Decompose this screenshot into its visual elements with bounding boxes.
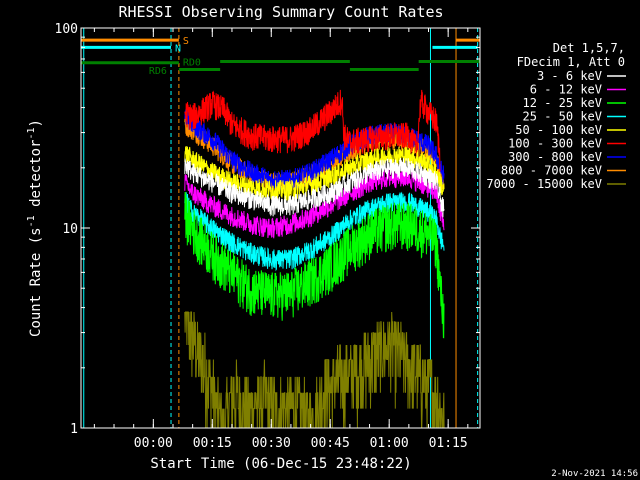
x-tick-label: 01:15 [429,436,468,451]
legend-entry-label: 100 - 300 keV [508,137,602,151]
plot-area: SN RD6 RD0 [81,28,480,428]
series-line [184,157,445,218]
chart-title: RHESSI Observing Summary Count Rates [118,3,443,21]
legend-header-detectors: Det 1,5,7, [553,41,625,55]
x-tick-label: 00:15 [193,436,232,451]
x-tick-label: 00:30 [252,436,291,451]
x-axis-label: Start Time (06-Dec-15 23:48:22) [150,456,411,472]
y-tick-label: 1 [70,422,78,437]
series-line [184,167,445,239]
legend-entry-label: 800 - 7000 keV [501,164,602,178]
legend-entry-label: 6 - 12 keV [530,83,602,97]
y-axis-label: Count Rate (s-1 detector-1) [26,119,44,337]
attenuator-flag-label: N [175,43,181,54]
series-line [184,89,441,172]
legend-header-decimation: FDecim 1, Att 0 [517,55,625,69]
y-tick-label: 100 [55,22,78,37]
x-tick-label: 00:45 [311,436,350,451]
series-line [184,311,445,428]
x-tick-label: 01:00 [370,436,409,451]
legend-entry-label: 50 - 100 keV [515,123,602,137]
attenuator-flag-label: S [183,36,189,47]
legend-entry-label: 25 - 50 keV [523,110,602,124]
x-axis: 00:00 00:15 00:30 00:45 01:00 01:15 [93,28,469,451]
legend-entry-label: 12 - 25 keV [523,96,602,110]
generated-timestamp: 2-Nov-2021 14:56 [551,469,638,479]
decimation-flag-label: RD0 [183,58,201,69]
decimation-flag-label: RD6 [149,66,167,77]
x-tick-label: 00:00 [134,436,173,451]
plot-frame [80,27,481,429]
legend-entry-label: 7000 - 15000 keV [486,177,602,191]
legend-entry-label: 3 - 6 keV [537,69,602,83]
series-line [184,191,445,339]
legend-entry-label: 300 - 800 keV [508,150,602,164]
y-tick-label: 10 [62,222,78,237]
